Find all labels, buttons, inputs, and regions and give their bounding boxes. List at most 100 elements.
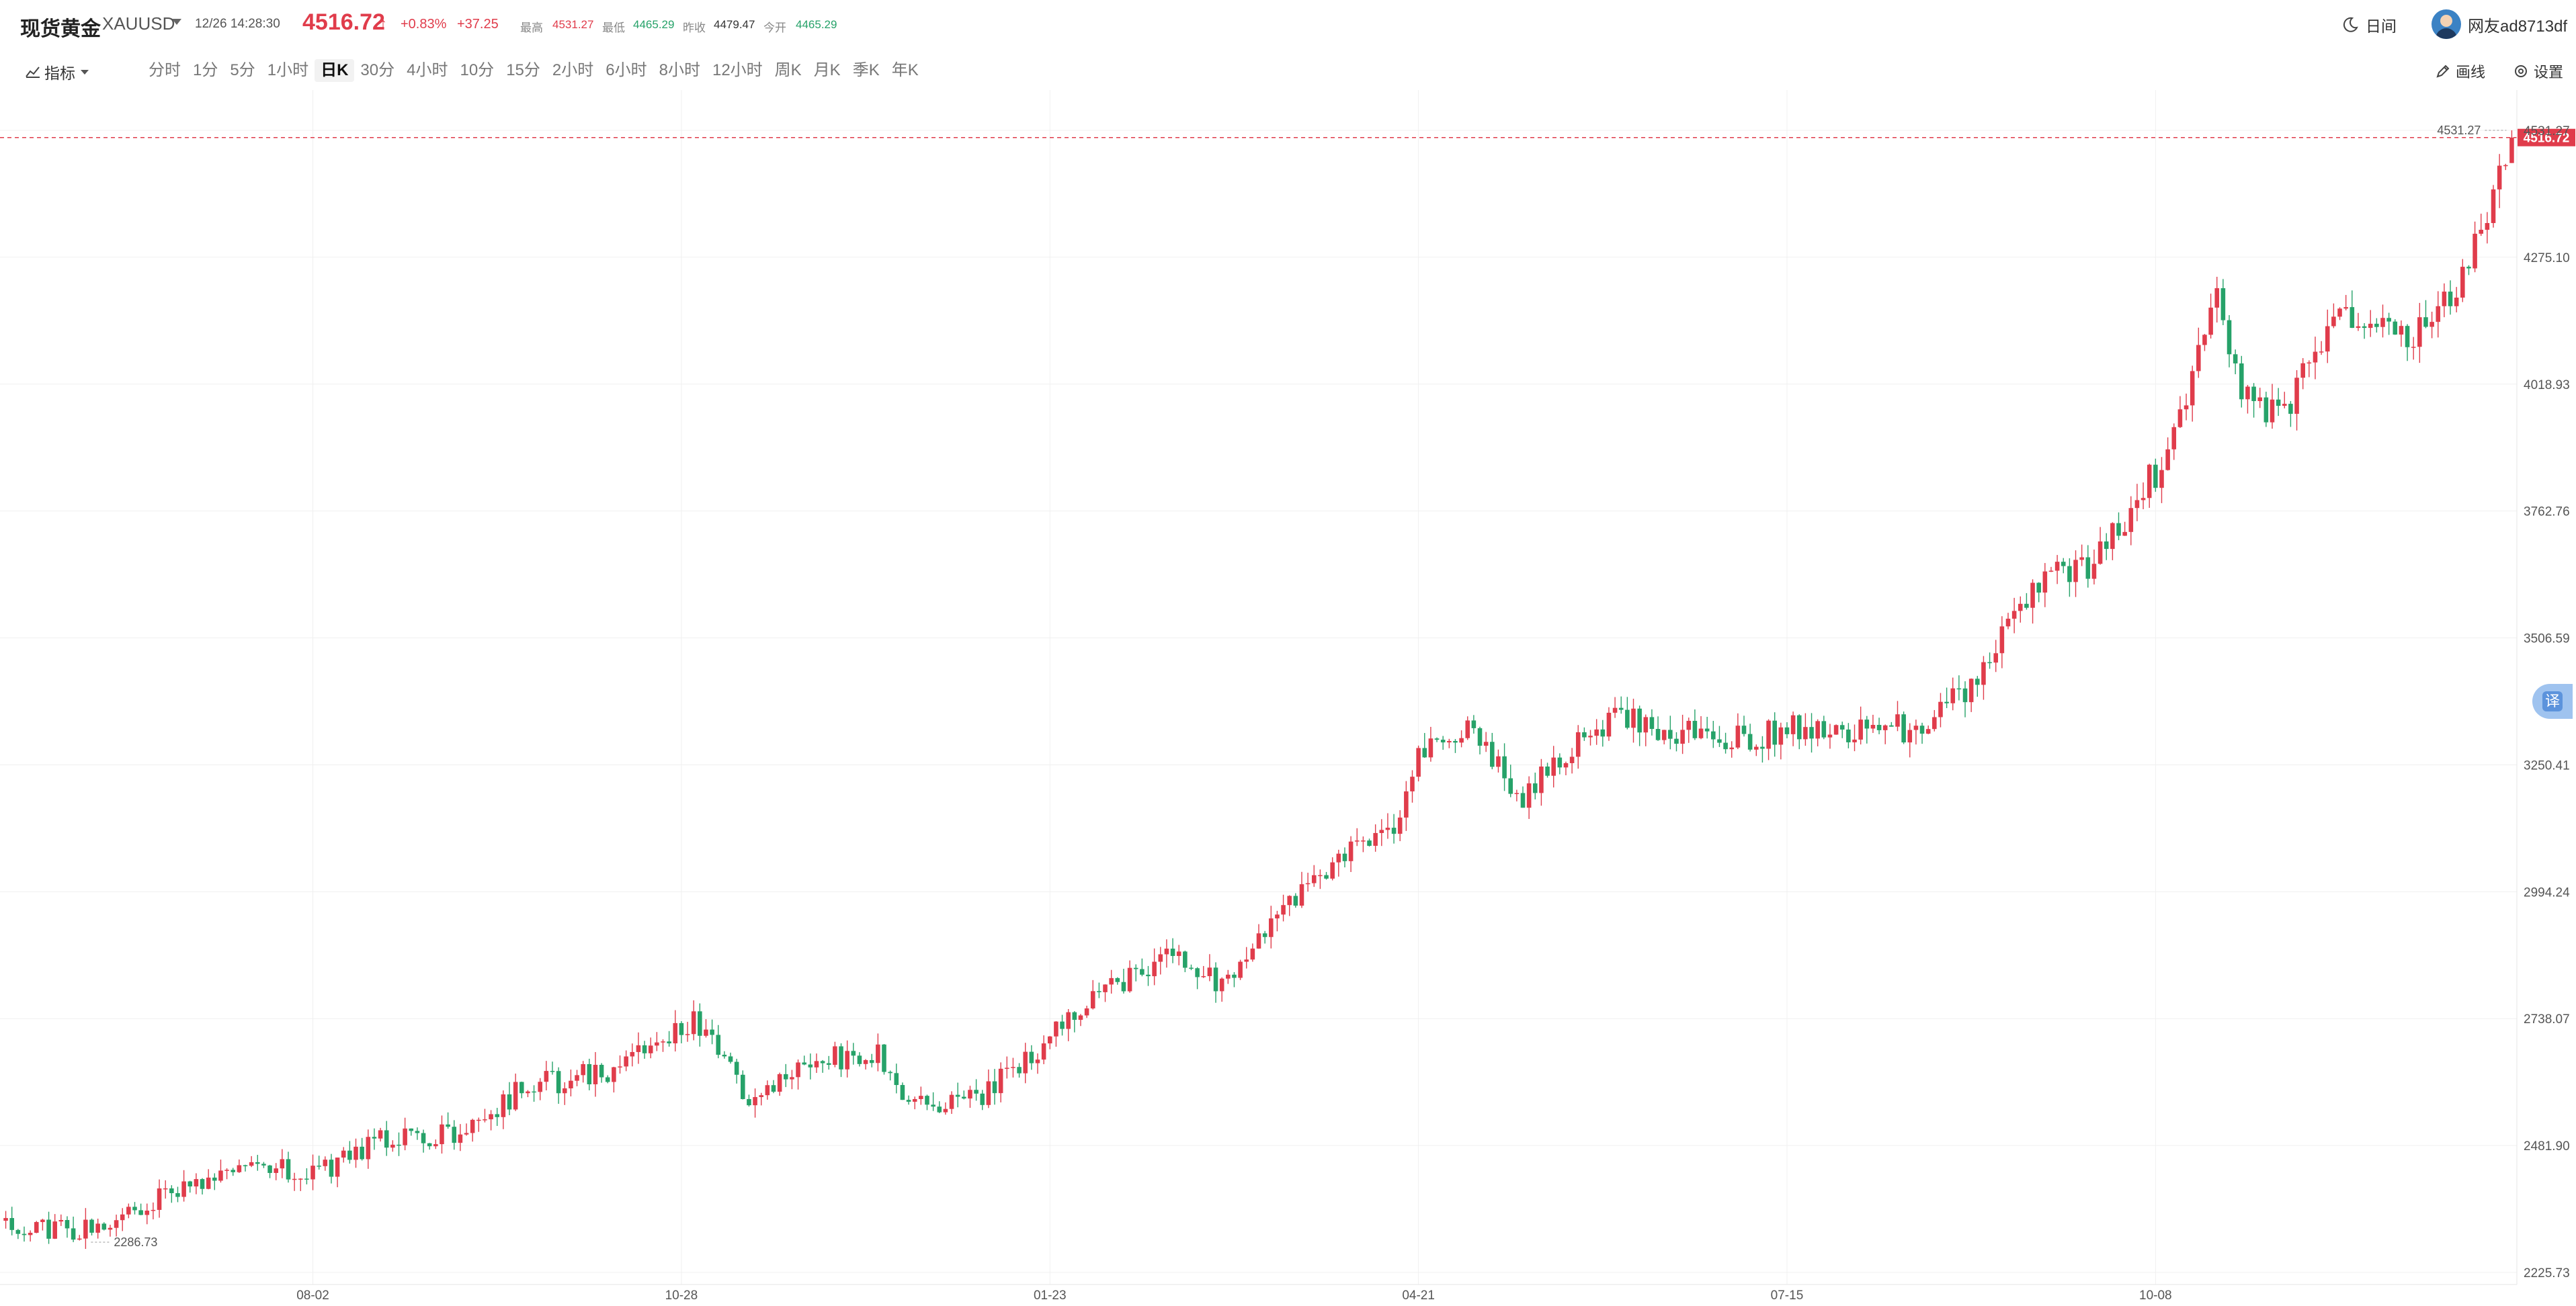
candle-body bbox=[101, 1223, 107, 1230]
period-selector: 分时 1分 5分 1小时 日K 30分 4小时 10分 15分 2小时 6小时 8小时 12小时 周K 月K… bbox=[142, 59, 925, 82]
candle-body bbox=[1336, 853, 1341, 863]
period-16[interactable]: 年K bbox=[891, 61, 919, 79]
candle-body bbox=[1072, 1012, 1077, 1020]
period-8[interactable]: 15分 bbox=[506, 61, 540, 79]
draw-tool-button[interactable]: 画线 bbox=[2436, 60, 2485, 82]
axes: 4531.27 4275.10 4018.93 3762.76 3506.59 3250.… bbox=[0, 90, 2570, 1303]
candle-body bbox=[446, 1124, 450, 1127]
candle-body bbox=[1717, 739, 1722, 743]
period-11[interactable]: 8小时 bbox=[659, 61, 700, 79]
candle-body bbox=[1594, 729, 1599, 736]
candles bbox=[3, 130, 2514, 1250]
stat-prevclose-label: 昨收 bbox=[683, 21, 706, 34]
period-1[interactable]: 1分 bbox=[193, 61, 218, 79]
candle-body bbox=[384, 1130, 389, 1148]
candle-body bbox=[1502, 756, 1507, 779]
candle-body bbox=[1514, 793, 1520, 794]
settings-label: 设置 bbox=[2534, 64, 2564, 81]
candle-body bbox=[2208, 307, 2213, 335]
theme-toggle-button[interactable]: 日间 bbox=[2341, 13, 2397, 36]
candle-body bbox=[1950, 688, 1956, 703]
candle-body bbox=[1932, 717, 1937, 730]
candle-body bbox=[845, 1051, 849, 1070]
user-name[interactable]: 网友ad8713df bbox=[2468, 17, 2568, 36]
translate-button[interactable]: 译 bbox=[2532, 684, 2573, 719]
candle-body bbox=[2288, 404, 2293, 414]
candle-body bbox=[2405, 326, 2410, 347]
period-4[interactable]: 日K bbox=[315, 59, 355, 82]
symbol-name[interactable]: 现货黄金 bbox=[20, 18, 101, 40]
candle-body bbox=[286, 1159, 291, 1180]
candle-body bbox=[1753, 746, 1759, 750]
period-12[interactable]: 12小时 bbox=[712, 61, 763, 79]
candle-body bbox=[716, 1035, 721, 1055]
candle-body bbox=[814, 1061, 819, 1068]
candle-body bbox=[888, 1072, 892, 1074]
candle-body bbox=[34, 1222, 39, 1233]
candle-body bbox=[1262, 933, 1268, 937]
candle-body bbox=[464, 1133, 469, 1135]
candle-body bbox=[2319, 351, 2324, 353]
candle-body bbox=[1170, 949, 1175, 956]
period-2[interactable]: 5分 bbox=[230, 61, 255, 79]
candle-body bbox=[802, 1062, 806, 1065]
candle-body bbox=[538, 1082, 542, 1092]
candle-body bbox=[2005, 618, 2011, 627]
candle-body bbox=[1496, 756, 1501, 767]
candle-body bbox=[612, 1067, 616, 1082]
indicators-button[interactable]: 指标 bbox=[26, 60, 89, 83]
period-7[interactable]: 10分 bbox=[460, 61, 495, 79]
candle-body bbox=[2196, 345, 2201, 372]
change-amount: +37.25 bbox=[457, 17, 499, 32]
period-13[interactable]: 周K bbox=[774, 61, 802, 79]
candle-body bbox=[151, 1209, 156, 1211]
symbol-code[interactable]: XAUUSD bbox=[102, 13, 175, 34]
candle-body bbox=[655, 1042, 659, 1046]
candle-body bbox=[1201, 975, 1206, 977]
stat-high-value: 4531.27 bbox=[552, 18, 594, 31]
candle-body bbox=[1361, 840, 1366, 842]
candle-body bbox=[1127, 967, 1132, 992]
avatar[interactable] bbox=[2432, 9, 2461, 39]
candle-body bbox=[2276, 399, 2281, 406]
candle-body bbox=[544, 1071, 549, 1082]
candle-body bbox=[2036, 582, 2041, 593]
period-0[interactable]: 分时 bbox=[149, 61, 181, 79]
candle-body bbox=[452, 1127, 457, 1143]
user-menu[interactable]: 网友ad8713df bbox=[2432, 9, 2567, 39]
candle-body bbox=[1852, 739, 1857, 742]
candle-body bbox=[1876, 725, 1882, 730]
period-10[interactable]: 6小时 bbox=[606, 61, 647, 79]
period-3[interactable]: 1小时 bbox=[267, 61, 309, 79]
period-14[interactable]: 月K bbox=[813, 61, 841, 79]
period-5[interactable]: 30分 bbox=[360, 61, 395, 79]
candle-body bbox=[1133, 967, 1138, 969]
period-6[interactable]: 4小时 bbox=[407, 61, 448, 79]
x-tick-label: 10-08 bbox=[2139, 1289, 2172, 1303]
candle-body bbox=[820, 1061, 825, 1063]
candle-body bbox=[974, 1090, 979, 1094]
candle-body bbox=[58, 1219, 64, 1222]
candle-body bbox=[1121, 982, 1126, 992]
candle-body bbox=[354, 1146, 358, 1160]
candle-body bbox=[120, 1214, 125, 1221]
candle-body bbox=[575, 1075, 579, 1081]
candle-body bbox=[1919, 726, 1925, 734]
candle-body bbox=[2134, 500, 2140, 509]
chevron-down-icon[interactable] bbox=[172, 19, 181, 25]
candle-body bbox=[138, 1210, 143, 1215]
candle-body bbox=[968, 1090, 972, 1099]
candle-body bbox=[157, 1188, 162, 1210]
chevron-down-icon bbox=[81, 69, 89, 75]
candle-body bbox=[255, 1162, 260, 1164]
candle-body bbox=[1735, 726, 1741, 748]
period-15[interactable]: 季K bbox=[852, 61, 880, 79]
candle-body bbox=[2442, 292, 2447, 306]
candle-body bbox=[1287, 896, 1292, 906]
candle-body bbox=[2411, 347, 2416, 348]
period-9[interactable]: 2小时 bbox=[552, 61, 594, 79]
candle-body bbox=[630, 1051, 635, 1057]
settings-button[interactable]: 设置 bbox=[2513, 60, 2563, 82]
